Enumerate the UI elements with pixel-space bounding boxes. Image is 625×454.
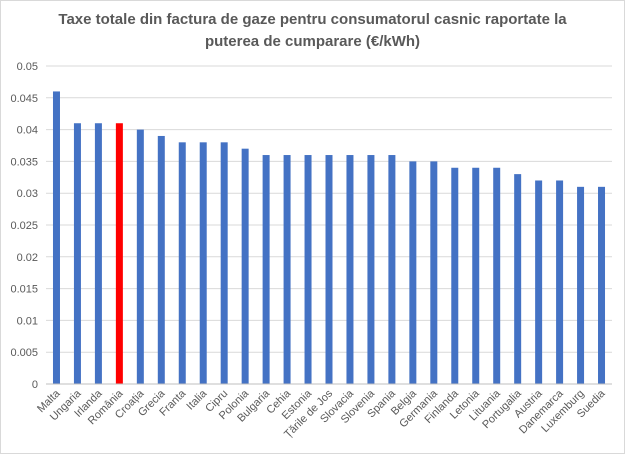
bar-românia <box>115 123 123 385</box>
bar-lituania <box>493 167 501 384</box>
bar-croația <box>136 129 144 384</box>
bar-țările-de-jos <box>325 155 333 384</box>
bar-ungaria <box>73 123 81 385</box>
y-tick-label: 0.03 <box>17 188 38 200</box>
chart-title-line-2: puterea de cumparare (€/kWh) <box>204 33 421 50</box>
bar-luxemburg <box>577 186 585 384</box>
bar-malta <box>52 91 60 384</box>
bar-estonia <box>304 155 312 384</box>
y-tick-label: 0.02 <box>17 252 38 264</box>
bar-spania <box>388 155 396 384</box>
bar-slovacia <box>346 155 354 384</box>
chart-title: Taxe totale din factura de gaze pentru c… <box>0 9 625 53</box>
bar-belgia <box>409 161 417 384</box>
y-tick-label: 0.035 <box>10 156 38 168</box>
bar-bulgaria <box>262 155 270 384</box>
y-axis-ticks: 0 0.005 0.01 0.015 0.02 0.025 0.03 0.035 0.04 0.0… <box>10 61 38 391</box>
y-tick-label: 0.025 <box>10 220 38 232</box>
bar-italia <box>199 142 207 384</box>
bar-irlanda <box>94 123 102 385</box>
y-tick-label: 0.05 <box>17 61 38 73</box>
bar-letonia <box>472 167 480 384</box>
bars <box>52 91 606 385</box>
y-tick-label: 0.045 <box>10 93 38 105</box>
bar-slovenia <box>367 155 375 384</box>
bar-danemarca <box>556 180 564 384</box>
y-tick-label: 0.01 <box>17 315 38 327</box>
bar-austria <box>535 180 543 384</box>
bar-grecia <box>157 135 165 384</box>
bar-finlanda <box>451 167 459 384</box>
bar-polonia <box>241 148 249 384</box>
bar-portugalia <box>514 174 522 384</box>
y-tick-label: 0.04 <box>17 125 38 137</box>
bar-suedia <box>598 186 606 384</box>
y-tick-label: 0 <box>32 379 38 391</box>
chart-title-line-1: Taxe totale din factura de gaze pentru c… <box>58 11 567 28</box>
y-tick-label: 0.015 <box>10 284 38 296</box>
bar-cehia <box>283 155 291 384</box>
y-tick-label: 0.005 <box>10 347 38 359</box>
x-axis-labels: MaltaUngariaIrlandaRomâniaCroațiaGreciaF… <box>35 387 608 441</box>
bar-franta <box>178 142 186 384</box>
bar-cipru <box>220 142 228 384</box>
bar-germania <box>430 161 438 384</box>
